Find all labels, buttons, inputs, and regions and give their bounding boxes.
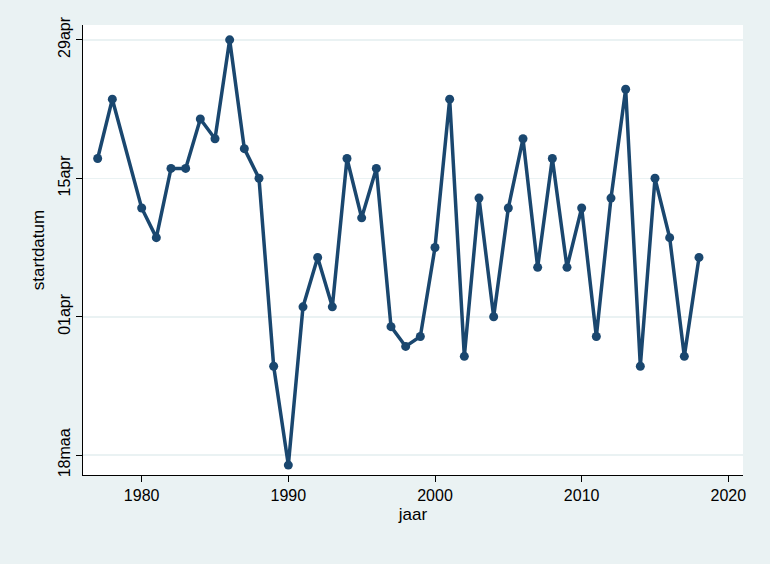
svg-text:29apr: 29apr <box>56 16 73 58</box>
svg-text:01apr: 01apr <box>56 293 73 335</box>
svg-text:2000: 2000 <box>417 487 453 504</box>
svg-text:15apr: 15apr <box>56 155 73 197</box>
svg-text:jaar: jaar <box>398 505 428 524</box>
svg-text:1990: 1990 <box>271 487 307 504</box>
svg-text:1980: 1980 <box>124 487 160 504</box>
svg-text:startdatum: startdatum <box>29 210 48 290</box>
svg-text:18maa: 18maa <box>56 428 73 477</box>
svg-text:2020: 2020 <box>711 487 747 504</box>
svg-text:2010: 2010 <box>564 487 600 504</box>
